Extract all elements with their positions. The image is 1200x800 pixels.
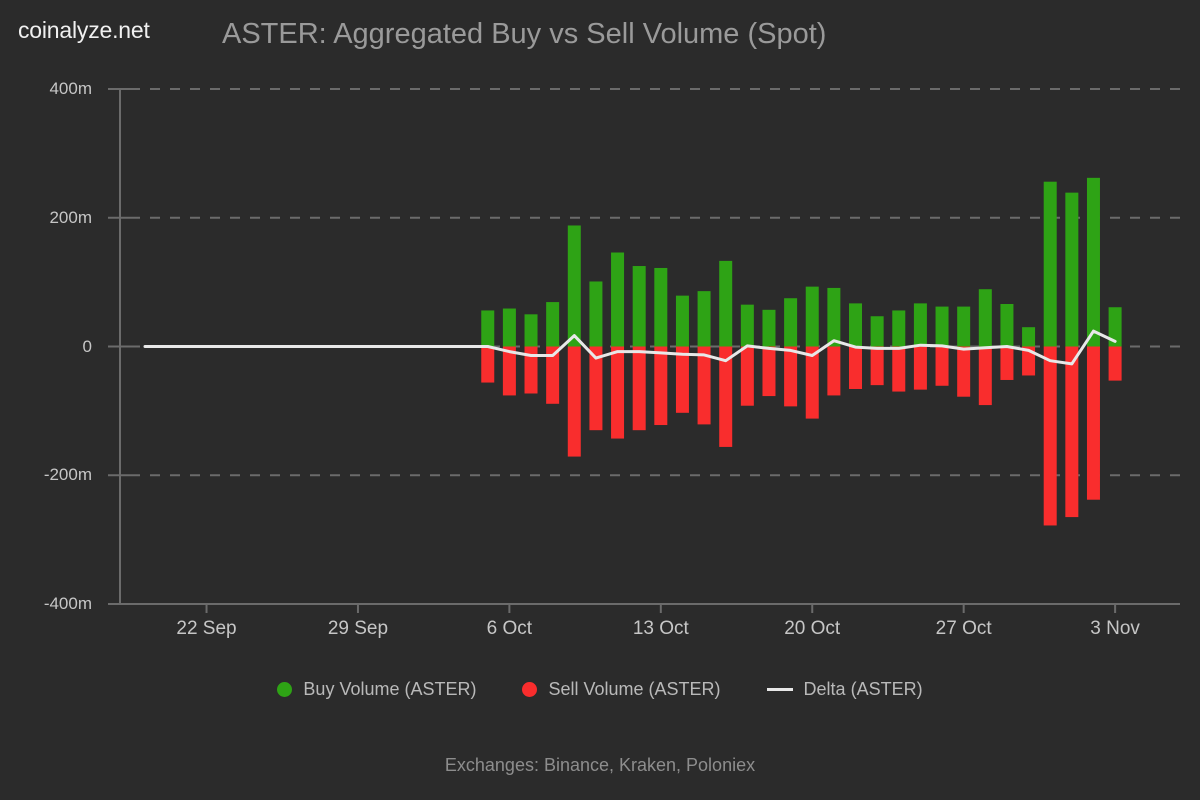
- sell-volume-bar: [913, 346, 927, 390]
- circle-green-icon: [277, 682, 293, 697]
- buy-volume-bar: [849, 303, 863, 347]
- x-axis-tick-label: 22 Sep: [176, 618, 237, 639]
- sell-volume-bar: [762, 346, 776, 397]
- legend-item-buy[interactable]: Buy Volume (ASTER): [277, 679, 476, 700]
- sell-volume-bar: [1043, 346, 1057, 526]
- sell-volume-bar: [978, 346, 992, 406]
- buy-volume-bar: [654, 267, 668, 347]
- sell-volume-bar: [1086, 346, 1100, 500]
- y-axis-tick-label: -200m: [43, 465, 92, 485]
- line-white-icon: [766, 688, 793, 691]
- sell-volume-bar: [827, 346, 841, 396]
- buy-volume-bar: [1022, 327, 1036, 347]
- buy-volume-bar: [546, 302, 560, 347]
- legend-label: Delta (ASTER): [803, 679, 923, 699]
- buy-volume-bar: [827, 287, 841, 347]
- chart-legend: Buy Volume (ASTER) Sell Volume (ASTER) Del…: [0, 679, 1200, 700]
- buy-volume-bar: [589, 281, 603, 347]
- x-axis-tick-label: 6 Oct: [486, 618, 533, 639]
- legend-label: Sell Volume (ASTER): [548, 679, 721, 699]
- sell-volume-bar: [567, 346, 581, 457]
- buy-volume-bar: [805, 286, 819, 347]
- x-axis-tick-label: 20 Oct: [784, 618, 841, 639]
- buy-volume-bar: [784, 298, 798, 347]
- sell-volume-bar: [697, 346, 711, 425]
- buy-volume-bar: [502, 308, 516, 347]
- sell-volume-bar: [1000, 346, 1014, 380]
- sell-volume-bar: [481, 346, 495, 383]
- buy-volume-bar: [892, 310, 906, 347]
- buy-volume-bar: [697, 291, 711, 347]
- page-title: ASTER: Aggregated Buy vs Sell Volume (Sp…: [222, 18, 827, 50]
- circle-red-icon: [522, 682, 538, 697]
- buy-volume-bar: [957, 306, 971, 347]
- buy-volume-bar: [978, 289, 992, 347]
- y-axis-tick-label: 400m: [49, 79, 92, 98]
- sell-volume-bar: [524, 346, 538, 394]
- sell-volume-bar: [784, 346, 798, 407]
- sell-volume-bar: [589, 346, 603, 431]
- sell-volume-bar: [957, 346, 971, 397]
- buy-volume-bar: [611, 252, 625, 347]
- buy-volume-bar: [1086, 177, 1100, 347]
- buy-volume-bar: [567, 225, 581, 347]
- y-axis-tick-label: -400m: [43, 594, 92, 613]
- delta-line: [143, 329, 1117, 366]
- sell-volume-bar: [611, 346, 625, 439]
- y-axis-tick-label: 200m: [49, 207, 92, 227]
- x-axis-tick-label: 29 Sep: [327, 618, 389, 639]
- sell-volume-bar: [870, 346, 884, 386]
- buy-volume-bar: [762, 309, 776, 347]
- sell-volume-bar: [805, 346, 819, 419]
- buy-volume-bar: [524, 314, 538, 347]
- buy-volume-bar: [740, 304, 754, 347]
- sell-volume-bar: [892, 346, 906, 392]
- buy-volume-bar: [1108, 307, 1122, 347]
- sell-volume-bar: [849, 346, 863, 389]
- sell-volume-bar: [502, 346, 516, 396]
- buy-volume-bar: [1043, 181, 1057, 347]
- legend-label: Buy Volume (ASTER): [303, 679, 477, 699]
- sell-volume-bar: [654, 346, 668, 426]
- sell-volume-bar: [740, 346, 754, 406]
- x-axis-tick-label: 27 Oct: [935, 618, 992, 639]
- buy-volume-bar: [913, 303, 927, 347]
- sell-volume-bar: [675, 346, 689, 413]
- x-axis-tick-label: 3 Nov: [1090, 618, 1140, 639]
- buy-volume-bar: [675, 295, 689, 347]
- x-axis-tick-label: 13 Oct: [632, 618, 689, 639]
- buy-volume-bar: [1065, 192, 1079, 347]
- buy-volume-bar: [1000, 304, 1014, 347]
- sell-volume-bar: [1108, 346, 1122, 381]
- legend-item-sell[interactable]: Sell Volume (ASTER): [522, 679, 721, 700]
- sell-volume-bar: [632, 346, 646, 431]
- sell-volume-bar: [935, 346, 949, 386]
- buy-volume-bar: [935, 306, 949, 347]
- exchanges-footnote: Exchanges: Binance, Kraken, Poloniex: [444, 755, 756, 775]
- buy-volume-bar: [481, 310, 495, 347]
- buy-volume-bar: [632, 266, 646, 347]
- buy-volume-bar: [719, 260, 733, 347]
- legend-item-delta[interactable]: Delta (ASTER): [766, 679, 923, 700]
- sell-volume-bar: [1065, 346, 1079, 518]
- site-logo: coinalyze.net: [18, 17, 150, 43]
- sell-volume-bar: [1022, 346, 1036, 376]
- buy-volume-bar: [870, 316, 884, 347]
- sell-volume-bar: [546, 346, 560, 404]
- y-axis-tick-label: 0: [82, 336, 92, 356]
- sell-volume-bar: [719, 346, 733, 447]
